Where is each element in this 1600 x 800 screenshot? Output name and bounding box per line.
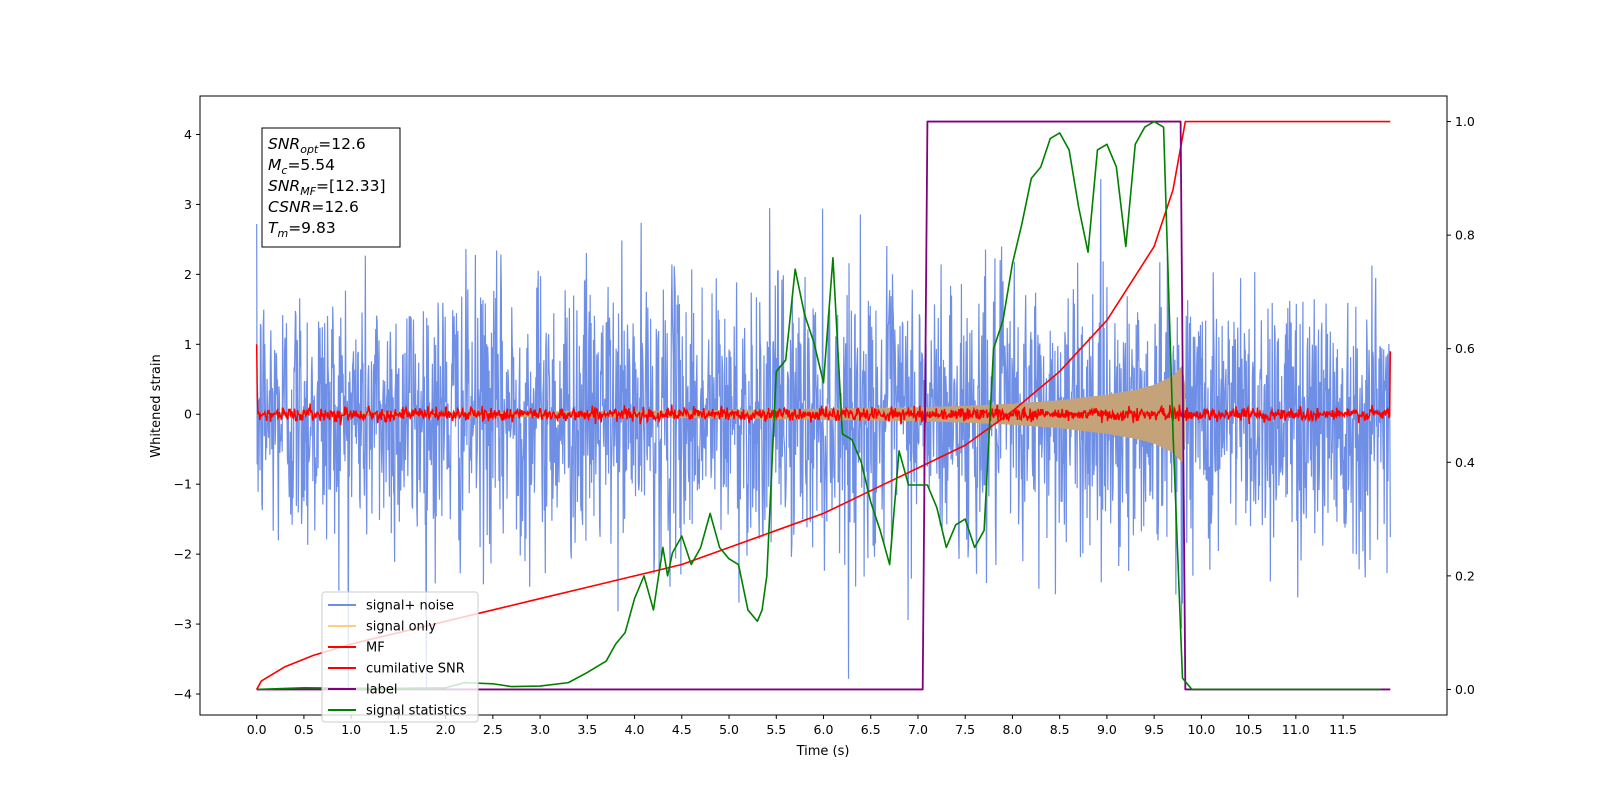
y-tick-label: −4 [174,687,192,702]
x-axis-ticks: 0.0 0.5 1.0 1.5 2.0 2.5 3.0 3.5 4.0 4.5 5.0 5.5 6.0 6… [247,715,1357,737]
y2-tick-label: 0.2 [1455,568,1475,583]
x-tick-label: 3.0 [530,722,550,737]
x-tick-label: 3.5 [577,722,597,737]
y2-tick-label: 0.8 [1455,228,1475,243]
x-tick-label: 11.0 [1282,722,1310,737]
x-tick-label: 4.0 [625,722,645,737]
x-tick-label: 9.0 [1097,722,1117,737]
x-tick-label: 9.5 [1144,722,1164,737]
x-tick-label: 8.0 [1002,722,1022,737]
x-tick-label: 5.5 [766,722,786,737]
x-tick-label: 5.0 [719,722,739,737]
y-tick-label: 0 [184,407,192,422]
legend-frame [321,591,479,723]
x-tick-label: 10.0 [1187,722,1215,737]
legend-label: label [366,683,397,698]
series-mf-line [255,344,1392,426]
x-tick-label: 10.5 [1235,722,1263,737]
y-tick-label: −3 [174,617,192,632]
x-tick-label: 0.5 [294,722,314,737]
legend-label: signal statistics [366,704,467,719]
info-box-frame [261,127,401,248]
y2-tick-label: 0.0 [1455,682,1475,697]
y-tick-label: −1 [174,477,192,492]
x-tick-label: 4.5 [672,722,692,737]
y-axis-label: Whitened strain [149,354,164,457]
x-tick-label: 11.5 [1329,722,1357,737]
x-tick-label: 8.5 [1050,722,1070,737]
y2-axis-ticks: 1.0 0.8 0.6 0.4 0.2 0.0 [1447,114,1475,697]
info-box-line: SNRMF=[12.33] [268,177,386,198]
y2-tick-label: 0.4 [1455,455,1475,470]
x-tick-label: 7.0 [908,722,928,737]
y-tick-label: 2 [184,267,192,282]
legend-label: cumilative SNR [366,662,465,677]
legend-label: MF [366,641,385,656]
x-axis-label: Time (s) [796,744,850,759]
legend-label: signal+ noise [366,599,454,614]
legend-label: signal only [366,620,436,635]
info-box: SNRopt=12.6Mc=5.54SNRMF=[12.33]CSNR=12.6… [261,127,401,248]
y2-tick-label: 0.6 [1455,341,1475,356]
info-box-line: CSNR=12.6 [268,198,359,216]
x-tick-label: 2.0 [436,722,456,737]
x-tick-label: 2.5 [483,722,503,737]
y-tick-label: 4 [184,127,192,142]
y-tick-label: 3 [184,197,192,212]
info-box-line: Mc=5.54 [268,156,335,177]
legend: signal+ noise signal only MF cumilative SNR… [321,591,479,723]
y-tick-label: 1 [184,337,192,352]
x-tick-label: 6.0 [814,722,834,737]
y-axis-ticks: 4 3 2 1 0 −1 −2 −3 −4 [174,127,200,702]
series-signal-statistics-line [256,120,1381,691]
x-tick-label: 1.0 [341,722,361,737]
info-box-line: Tm=9.83 [268,219,336,240]
series-signal-noise-line [256,179,1391,688]
x-tick-label: 7.5 [955,722,975,737]
y-tick-label: −2 [174,547,192,562]
x-tick-label: 6.5 [861,722,881,737]
x-tick-label: 1.5 [388,722,408,737]
x-tick-label: 0.0 [247,722,267,737]
y2-tick-label: 1.0 [1455,114,1475,129]
info-box-line: SNRopt=12.6 [268,135,366,156]
